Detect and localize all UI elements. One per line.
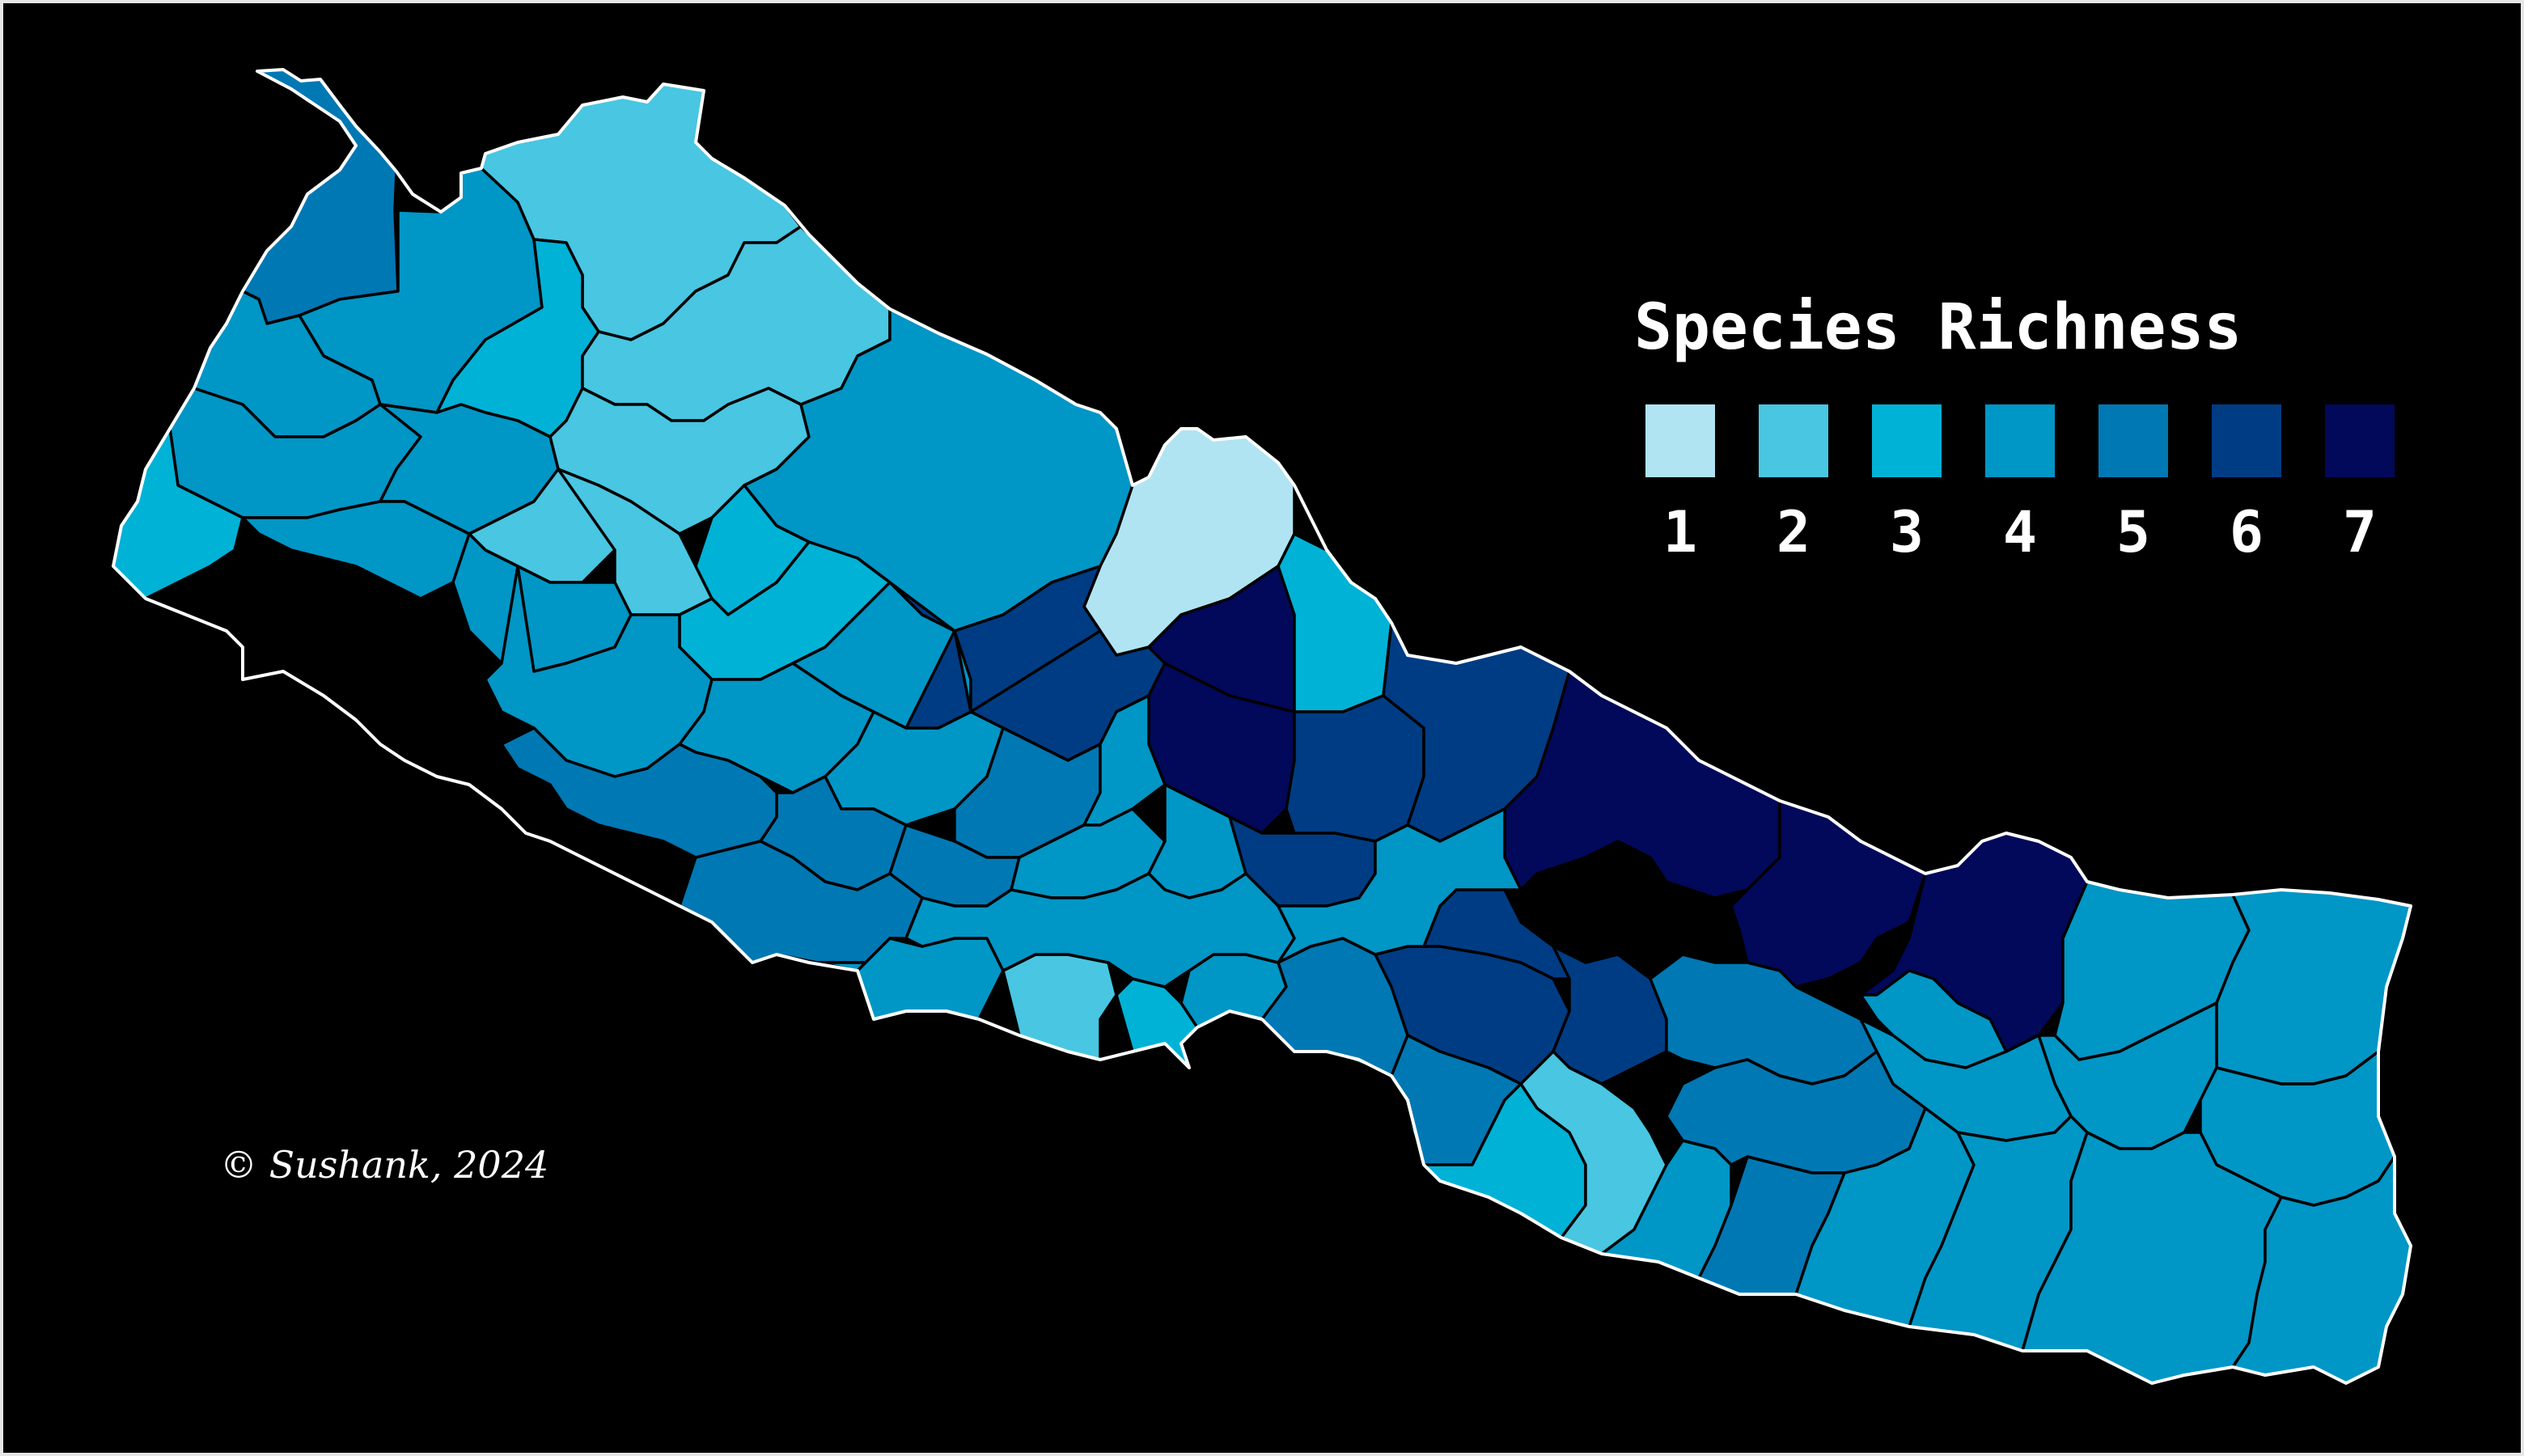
legend-swatch-4 — [1985, 404, 2055, 477]
legend-label-4: 4 — [2002, 499, 2038, 565]
district-55 — [2215, 888, 2412, 1086]
district-50 — [1552, 945, 1668, 1086]
legend-label-6: 6 — [2229, 499, 2264, 565]
district-layer — [112, 68, 2412, 1385]
legend-label-3: 3 — [1889, 499, 1925, 565]
district-36 — [856, 557, 972, 730]
district-20 — [1285, 694, 1425, 843]
district-37 — [953, 565, 1102, 713]
legend-label-7: 7 — [2342, 499, 2378, 565]
district-60 — [1519, 1050, 1668, 1255]
legend-title: Species Richness — [1634, 291, 2242, 364]
district-72 — [1277, 807, 1522, 964]
legend-swatch-5 — [2098, 404, 2168, 477]
legend-swatch-1 — [1645, 404, 1715, 477]
district-51 — [1649, 953, 1878, 1086]
legend-label-2: 2 — [1776, 499, 1811, 565]
copyright-credit: © Sushank, 2024 — [220, 1143, 549, 1187]
legend-swatch-6 — [2212, 404, 2281, 477]
district-44 — [1002, 953, 1118, 1061]
legend-swatch-2 — [1759, 404, 1828, 477]
legend-label-1: 1 — [1662, 499, 1698, 565]
legend-label-5: 5 — [2115, 499, 2151, 565]
district-30 — [1082, 694, 1167, 827]
district-38 — [1147, 565, 1296, 713]
legend-swatch-7 — [2325, 404, 2395, 477]
country-outline — [112, 68, 2412, 1385]
legend-swatch-3 — [1872, 404, 1942, 477]
district-70 — [856, 937, 1005, 1021]
